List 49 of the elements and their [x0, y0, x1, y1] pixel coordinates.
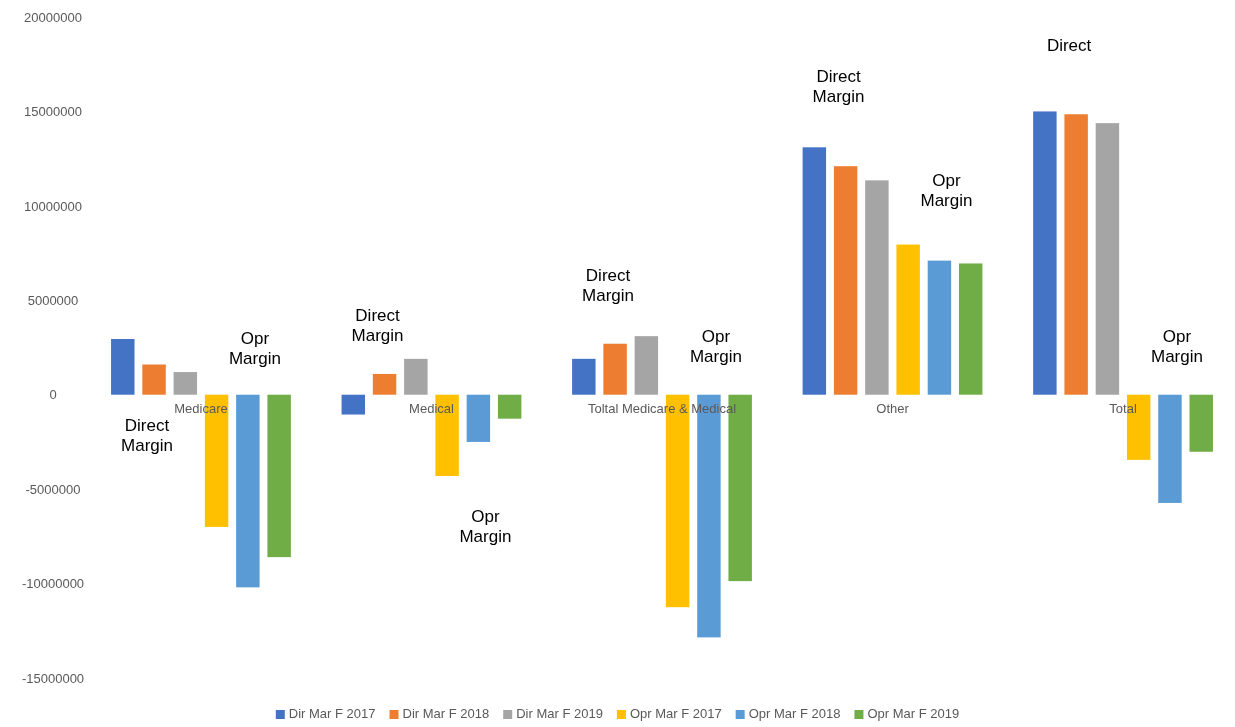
bar [341, 394, 366, 415]
bar [896, 244, 920, 395]
annotation: Direct Margin [812, 66, 865, 107]
bar [1064, 114, 1088, 395]
legend-label: Opr Mar F 2019 [867, 706, 960, 721]
y-tick-label: 20000000 [24, 9, 82, 25]
y-tick-label: 10000000 [24, 198, 82, 214]
bar [572, 358, 596, 395]
legend-label: Opr Mar F 2017 [629, 706, 722, 721]
y-tick-label: -5000000 [25, 481, 81, 497]
bar [267, 394, 291, 558]
bar [802, 147, 827, 395]
bar [833, 166, 858, 395]
bar [927, 260, 952, 395]
legend-label: Dir Mar F 2018 [402, 706, 490, 721]
y-tick-label: -15000000 [21, 670, 85, 686]
bar [497, 394, 522, 419]
bar [603, 343, 627, 395]
y-tick-label: 5000000 [27, 292, 79, 308]
y-tick-label: -10000000 [21, 576, 85, 592]
bar [142, 364, 166, 395]
bar [1095, 123, 1120, 395]
bar [634, 336, 659, 395]
bar [958, 263, 983, 395]
legend-label: Opr Mar F 2018 [748, 706, 841, 721]
y-tick-label: 15000000 [24, 104, 82, 120]
bar [236, 394, 260, 588]
bar [1158, 394, 1182, 503]
bar [372, 373, 397, 395]
annotation: Direct Margin [582, 265, 635, 306]
bar [865, 180, 889, 395]
annotation: Direct [1046, 35, 1092, 55]
bar [466, 394, 491, 442]
y-tick-label: 0 [49, 387, 57, 403]
annotation: Direct Margin [351, 305, 404, 346]
bar [1189, 394, 1213, 452]
annotation: Opr Margin [689, 326, 742, 367]
annotation: Direct Margin [121, 415, 173, 456]
bar [404, 358, 428, 395]
bar [1033, 111, 1057, 395]
annotation: Opr Margin [1151, 326, 1203, 367]
legend-label: Dir Mar F 2019 [516, 706, 603, 721]
annotation: Opr Margin [920, 170, 973, 211]
annotation: Opr Margin [459, 506, 512, 547]
legend-label: Dir Mar F 2017 [288, 706, 376, 721]
bar [111, 339, 135, 395]
bar [173, 372, 198, 395]
annotation: Opr Margin [228, 328, 281, 369]
x-tick-label: Other [876, 401, 910, 417]
